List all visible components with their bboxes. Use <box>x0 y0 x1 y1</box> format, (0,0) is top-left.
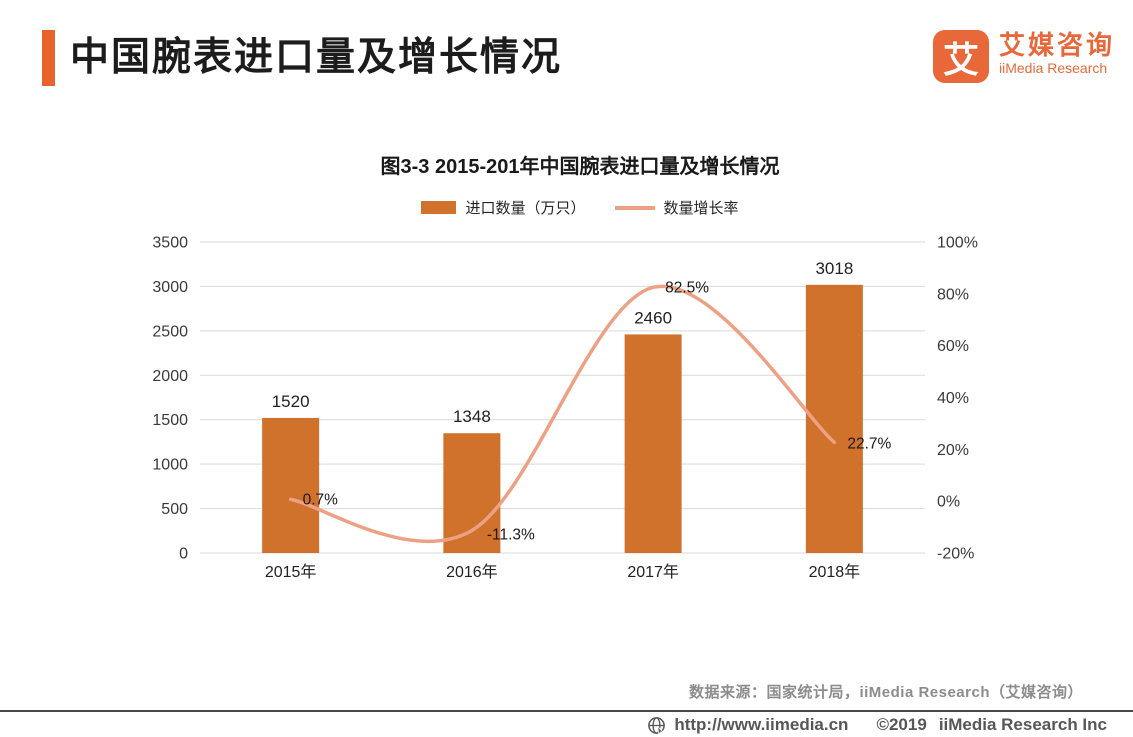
left-axis-tick: 2500 <box>152 323 188 340</box>
bar-legend-swatch <box>421 201 457 214</box>
import-volume-bar <box>443 433 501 553</box>
copyright-company: iiMedia Research Inc <box>938 715 1107 734</box>
bar-legend-label: 进口数量（万只） <box>465 200 586 217</box>
logo-icon-glyph: 艾 <box>942 38 979 80</box>
bar-value-label: 1520 <box>272 392 310 411</box>
logo-name-en: iiMedia Research <box>999 60 1108 76</box>
left-axis-tick: 2000 <box>152 368 188 385</box>
right-axis-tick: 60% <box>937 338 969 355</box>
globe-cursor-icon <box>647 716 666 735</box>
growth-value-label: -11.3% <box>487 526 535 543</box>
growth-rate-line <box>288 284 837 544</box>
category-label: 2017年 <box>627 563 679 581</box>
footer-bar: http://www.iimedia.cn ©2019 iiMedia Rese… <box>647 715 1107 735</box>
line-legend-swatch <box>614 205 655 210</box>
chart-legend: 进口数量（万只） 数量增长率 <box>200 197 960 218</box>
right-axis-tick: -20% <box>937 546 974 563</box>
iimedia-logo-icon: 艾 <box>933 30 989 83</box>
line-legend-label: 数量增长率 <box>663 200 739 217</box>
category-label: 2016年 <box>446 563 498 581</box>
right-axis-tick: 20% <box>937 442 969 459</box>
chart-title: 图3-3 2015-201年中国腕表进口量及增长情况 <box>380 156 780 178</box>
right-axis-tick: 100% <box>937 235 978 252</box>
category-label: 2018年 <box>809 563 861 581</box>
growth-value-label: 82.5% <box>665 279 709 296</box>
footer-divider <box>0 710 1133 712</box>
logo-name-cn: 艾媒咨询 <box>999 30 1116 60</box>
left-axis-tick: 3000 <box>152 279 188 296</box>
bar-value-label: 3018 <box>815 259 853 278</box>
copyright-year: ©2019 <box>876 715 927 734</box>
left-axis-tick: 3500 <box>152 235 188 252</box>
growth-value-label: 22.7% <box>847 435 891 452</box>
bar-value-label: 1348 <box>453 407 491 426</box>
import-volume-bar <box>624 334 682 553</box>
logo-text: 艾媒咨询 iiMedia Research <box>999 30 1115 76</box>
left-axis-tick: 500 <box>161 501 188 518</box>
right-axis-tick: 0% <box>937 494 960 511</box>
brand-logo: 艾 艾媒咨询 iiMedia Research <box>933 30 1115 83</box>
right-axis-tick: 40% <box>937 390 969 407</box>
page-title: 中国腕表进口量及增长情况 <box>70 36 563 79</box>
left-axis-tick: 1000 <box>152 457 188 474</box>
bar-value-label: 2460 <box>634 308 672 327</box>
growth-value-label: 0.7% <box>303 491 339 508</box>
right-axis-tick: 80% <box>937 286 969 303</box>
title-accent-bar <box>42 30 55 86</box>
website-url: http://www.iimedia.cn <box>674 715 849 734</box>
import-volume-bar <box>262 417 320 553</box>
category-label: 2015年 <box>265 563 317 581</box>
left-axis-tick: 1500 <box>152 412 188 429</box>
data-source-note: 数据来源：国家统计局，iiMedia Research（艾媒咨询） <box>688 684 1083 701</box>
left-axis-tick: 0 <box>179 546 188 563</box>
